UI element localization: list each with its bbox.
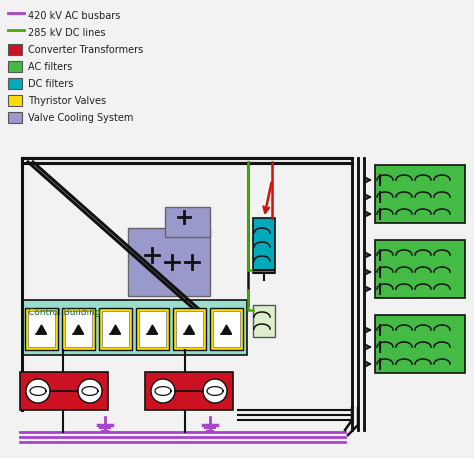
Text: AC filters: AC filters: [28, 62, 72, 72]
Bar: [136, 308, 169, 350]
Bar: [375, 240, 465, 298]
Bar: [8, 112, 22, 123]
Text: Valve Cooling System: Valve Cooling System: [28, 113, 133, 123]
Polygon shape: [36, 325, 46, 334]
Polygon shape: [184, 325, 194, 334]
Bar: [20, 372, 108, 410]
Polygon shape: [147, 325, 157, 334]
Polygon shape: [221, 325, 231, 334]
Bar: [139, 311, 166, 347]
Bar: [8, 44, 22, 55]
Text: 420 kV AC busbars: 420 kV AC busbars: [28, 11, 120, 21]
Bar: [8, 95, 22, 106]
Bar: [210, 308, 243, 350]
Bar: [62, 308, 95, 350]
Bar: [128, 228, 210, 296]
Circle shape: [78, 379, 102, 403]
Bar: [173, 308, 206, 350]
Bar: [102, 311, 129, 347]
Bar: [145, 372, 233, 410]
Bar: [165, 207, 210, 237]
Bar: [213, 311, 240, 347]
Circle shape: [26, 379, 50, 403]
Polygon shape: [110, 325, 120, 334]
Bar: [28, 311, 55, 347]
Bar: [253, 305, 275, 337]
Bar: [375, 165, 465, 223]
Circle shape: [151, 379, 175, 403]
Bar: [375, 315, 465, 373]
Bar: [99, 308, 132, 350]
Bar: [8, 61, 22, 72]
Circle shape: [203, 379, 227, 403]
Text: Converter Transformers: Converter Transformers: [28, 45, 143, 55]
Bar: [22, 300, 247, 355]
Bar: [253, 218, 275, 273]
Text: Control Building: Control Building: [28, 308, 100, 317]
Bar: [176, 311, 203, 347]
Polygon shape: [73, 325, 83, 334]
Text: Thyristor Valves: Thyristor Valves: [28, 96, 106, 106]
Bar: [25, 308, 58, 350]
Text: 285 kV DC lines: 285 kV DC lines: [28, 28, 106, 38]
Text: DC filters: DC filters: [28, 79, 73, 89]
Bar: [8, 78, 22, 89]
Bar: [65, 311, 92, 347]
